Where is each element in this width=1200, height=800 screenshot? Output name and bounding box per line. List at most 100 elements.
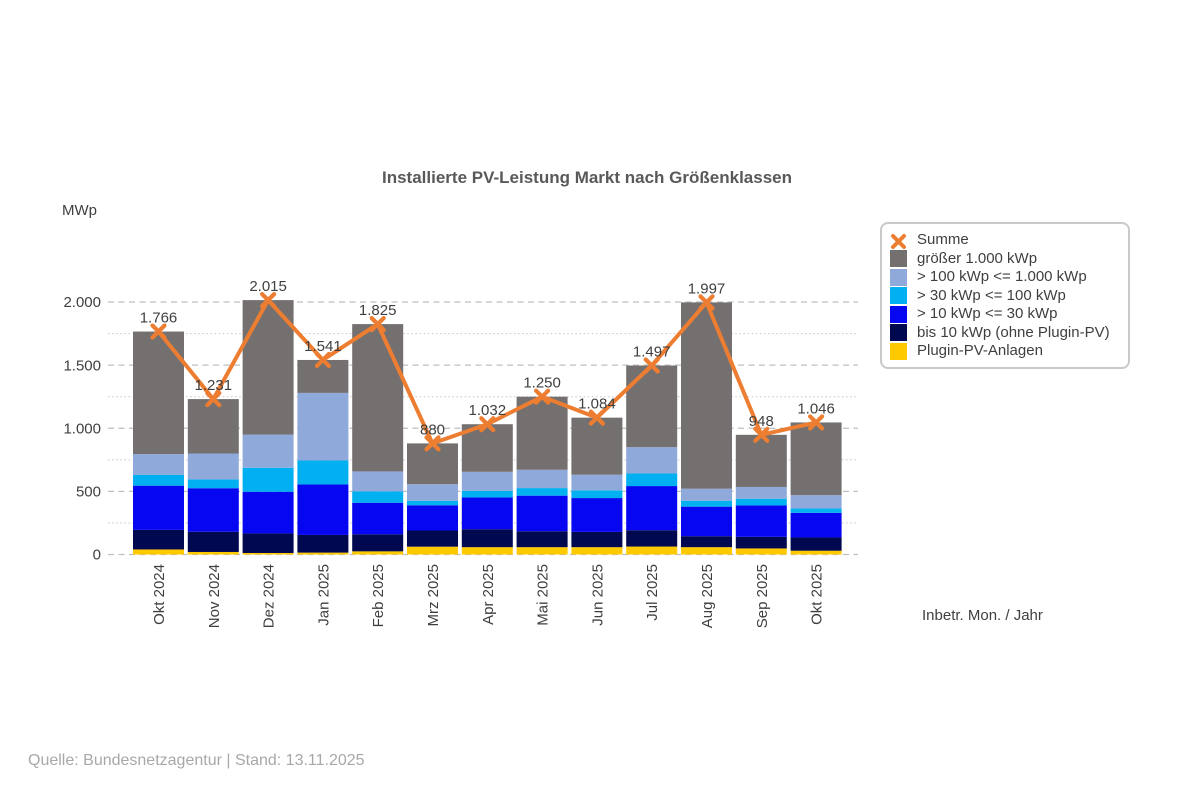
bar-segment: [681, 536, 732, 548]
y-tick-label: 1.000: [63, 420, 101, 437]
bar-segment: [626, 365, 678, 448]
legend-item-6: Plugin-PV-Anlagen: [890, 342, 1120, 361]
bar-segment: [790, 537, 842, 551]
y-axis-tick-labels: 0 500 1.000 1.500 2.000: [63, 294, 101, 564]
bar-segment: [626, 530, 678, 547]
bar-segment: [681, 506, 732, 537]
bar-segment: [297, 534, 349, 553]
legend-swatch-icon: [890, 305, 907, 323]
bar-segment: [352, 471, 404, 492]
bar-segment: [516, 488, 568, 496]
bar-segment: [242, 491, 294, 534]
bar-segment: [735, 498, 787, 506]
bar-jul-2025: [626, 365, 678, 555]
bar-segment: [790, 550, 842, 555]
bar-segment: [133, 549, 184, 555]
summe-marker: [479, 416, 496, 433]
bar-feb-2025: [352, 324, 404, 555]
bar-nov-2024: [187, 399, 239, 555]
bar-segment: [516, 547, 568, 555]
x-tick-label: Jan 2025: [315, 564, 332, 626]
bar-segment: [407, 530, 458, 547]
legend-swatch-icon: [890, 268, 907, 286]
legend-item-1: größer 1.000 kWp: [890, 250, 1120, 269]
x-tick-label: Mai 2025: [535, 564, 552, 626]
y-tick-label: 2.000: [63, 294, 101, 311]
bar-segment: [571, 474, 623, 491]
bar-segment: [352, 324, 404, 472]
summe-marker: [753, 426, 770, 443]
bar-segment: [461, 471, 513, 491]
bar-total-label: 1.084: [578, 396, 616, 413]
bar-segment: [297, 552, 349, 555]
bar-segment: [187, 531, 239, 552]
bar-total-label: 1.497: [633, 344, 671, 361]
bar-sep-2025: [735, 434, 787, 555]
y-tick-label: 1.500: [63, 357, 101, 374]
legend-item-label: > 100 kWp <= 1.000 kWp: [917, 268, 1087, 286]
bar-segment: [626, 486, 678, 531]
bar-segment: [187, 551, 239, 555]
legend: Summe größer 1.000 kWp > 100 kWp <= 1.000 …: [880, 222, 1130, 369]
bar-segment: [297, 392, 349, 461]
bar-segment: [187, 399, 239, 454]
bar-segment: [735, 536, 787, 549]
legend-swatch-icon: [890, 250, 907, 268]
bar-total-label: 1.997: [688, 280, 726, 297]
bar-total-label: 1.541: [304, 338, 342, 355]
summe-marker: [424, 435, 441, 452]
x-tick-label: Okt 2025: [809, 564, 826, 625]
bar-segment: [407, 443, 458, 485]
bar-segment: [352, 491, 404, 503]
bar-segment: [735, 548, 787, 555]
bar-segment: [516, 469, 568, 489]
bar-segment: [790, 508, 842, 513]
bar-okt-2024: [133, 331, 184, 555]
bar-jun-2025: [571, 417, 623, 555]
bar-segment: [187, 453, 239, 480]
bar-jan-2025: [297, 359, 349, 555]
x-tick-label: Okt 2024: [151, 564, 168, 625]
bar-dez-2024: [242, 300, 294, 555]
bar-total-label: 1.032: [469, 402, 507, 419]
chart-title: Installierte PV-Leistung Markt nach Größ…: [381, 168, 792, 187]
bar-segment: [790, 495, 842, 509]
bar-segment: [571, 498, 623, 532]
bar-segment: [681, 488, 732, 501]
bar-segment: [352, 534, 404, 552]
summe-marker: [534, 388, 551, 405]
bar-segment: [735, 505, 787, 537]
bar-total-label: 1.231: [195, 377, 233, 394]
summe-marker: [205, 390, 222, 408]
bar-segment: [571, 490, 623, 499]
bar-segment: [681, 302, 732, 489]
bar-segment: [407, 546, 458, 555]
y-tick-label: 0: [93, 547, 101, 564]
x-tick-label: Jul 2025: [644, 564, 661, 621]
bar-segment: [790, 512, 842, 538]
summe-marker: [150, 323, 167, 340]
bar-segment: [735, 434, 787, 487]
bar-segment: [242, 467, 294, 492]
bar-total-label: 1.766: [140, 310, 178, 327]
legend-item-label: Plugin-PV-Anlagen: [917, 342, 1043, 360]
bar-aug-2025: [681, 302, 732, 555]
summe-marker: [643, 357, 660, 374]
x-tick-label: Jun 2025: [589, 564, 606, 626]
bar-total-label: 880: [420, 421, 445, 438]
summe-marker: [369, 315, 386, 333]
summe-markers: [150, 292, 825, 452]
bar-okt-2025: [790, 422, 842, 555]
bar-segment: [242, 434, 294, 468]
bar-segment: [133, 485, 184, 530]
summe-marker: [588, 409, 605, 426]
bar-segment: [626, 473, 678, 487]
bar-segment: [297, 484, 349, 535]
bar-segment: [516, 495, 568, 532]
x-tick-label: Apr 2025: [480, 564, 497, 625]
bar-total-label: 1.046: [797, 400, 835, 417]
legend-item-label: > 30 kWp <= 100 kWp: [917, 286, 1066, 304]
x-tick-label: Aug 2025: [699, 564, 716, 628]
